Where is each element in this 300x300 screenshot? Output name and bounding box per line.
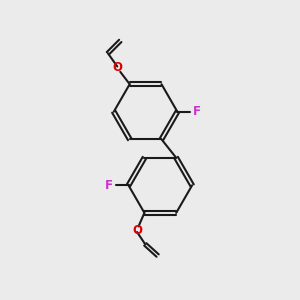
Text: O: O bbox=[112, 61, 122, 74]
Text: O: O bbox=[132, 224, 142, 237]
Text: F: F bbox=[193, 105, 201, 118]
Text: F: F bbox=[105, 179, 113, 192]
